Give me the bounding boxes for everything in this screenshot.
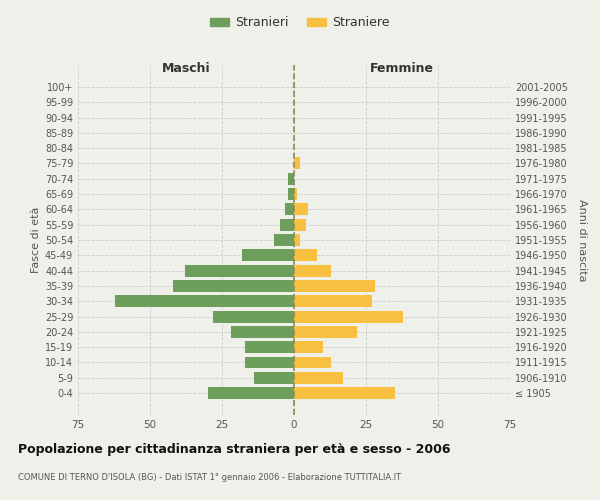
Bar	[280, 218, 294, 230]
Bar	[242, 250, 294, 262]
Bar	[294, 234, 300, 246]
Bar	[230, 326, 294, 338]
Text: Maschi: Maschi	[161, 62, 211, 75]
Bar	[294, 264, 331, 276]
Bar	[294, 280, 374, 292]
Bar	[254, 372, 294, 384]
Bar	[274, 234, 294, 246]
Bar	[286, 204, 294, 216]
Bar	[294, 326, 358, 338]
Bar	[294, 158, 300, 170]
Bar	[208, 387, 294, 399]
Bar	[294, 250, 317, 262]
Y-axis label: Anni di nascita: Anni di nascita	[577, 198, 587, 281]
Bar	[115, 296, 294, 307]
Bar	[294, 188, 297, 200]
Bar	[288, 173, 294, 184]
Bar	[214, 310, 294, 322]
Bar	[294, 356, 331, 368]
Bar	[294, 218, 305, 230]
Bar	[185, 264, 294, 276]
Bar	[245, 341, 294, 353]
Bar	[294, 341, 323, 353]
Y-axis label: Fasce di età: Fasce di età	[31, 207, 41, 273]
Bar	[288, 188, 294, 200]
Text: COMUNE DI TERNO D'ISOLA (BG) - Dati ISTAT 1° gennaio 2006 - Elaborazione TUTTITA: COMUNE DI TERNO D'ISOLA (BG) - Dati ISTA…	[18, 472, 401, 482]
Bar	[173, 280, 294, 292]
Text: Femmine: Femmine	[370, 62, 434, 75]
Bar	[245, 356, 294, 368]
Legend: Stranieri, Straniere: Stranieri, Straniere	[205, 11, 395, 34]
Text: Popolazione per cittadinanza straniera per età e sesso - 2006: Popolazione per cittadinanza straniera p…	[18, 442, 451, 456]
Bar	[294, 310, 403, 322]
Bar	[294, 387, 395, 399]
Bar	[294, 372, 343, 384]
Bar	[294, 296, 372, 307]
Bar	[294, 204, 308, 216]
